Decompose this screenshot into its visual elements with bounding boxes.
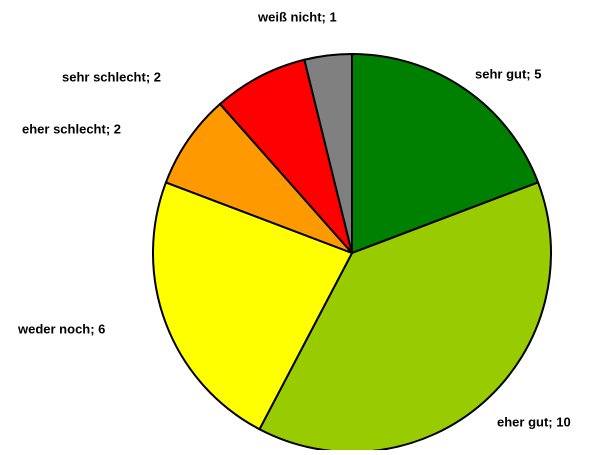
slice-label: sehr schlecht; 2 — [62, 69, 161, 84]
slice-label: eher gut; 10 — [497, 414, 571, 429]
slice-label: weder noch; 6 — [17, 321, 105, 336]
slice-label: eher schlecht; 2 — [22, 121, 121, 136]
pie-slice — [219, 58, 353, 254]
slice-label: sehr gut; 5 — [475, 66, 541, 81]
pie-slice — [351, 53, 540, 254]
pie-slice — [164, 103, 353, 254]
slice-label: weiß nicht; 1 — [257, 9, 337, 24]
pie-slice — [303, 53, 353, 254]
pie-slice — [152, 181, 353, 431]
pie-slice — [258, 181, 552, 453]
